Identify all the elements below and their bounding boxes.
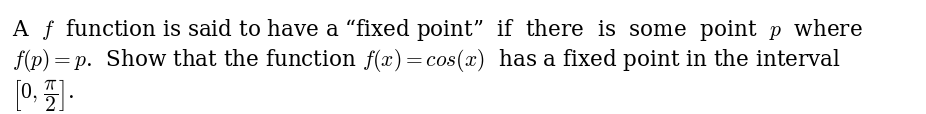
Text: $f(p) = p$.  Show that the function $f(x) = cos(x)$  has a fixed point in the in: $f(p) = p$. Show that the function $f(x)…: [11, 47, 841, 73]
Text: $\left[0,\, \dfrac{\pi}{2}\right]$.: $\left[0,\, \dfrac{\pi}{2}\right]$.: [11, 76, 73, 113]
Text: A  $f$  function is said to have a “fixed point”  if  there  is  some  point  $p: A $f$ function is said to have a “fixed …: [11, 17, 862, 43]
